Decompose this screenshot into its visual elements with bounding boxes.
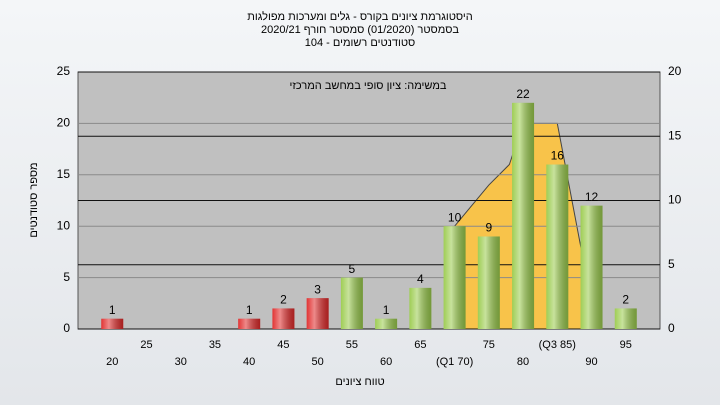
x-tick-label: 95 bbox=[620, 339, 632, 351]
bar-shine bbox=[477, 236, 500, 329]
y-tick-label: 10 bbox=[57, 218, 71, 232]
value-label: 1 bbox=[109, 303, 116, 317]
bar-shine bbox=[614, 308, 637, 329]
y-tick-label: 20 bbox=[57, 116, 71, 130]
value-label: 1 bbox=[383, 303, 390, 317]
y-tick-label: 0 bbox=[63, 321, 70, 335]
title-line: סטודנטים רשומים - 104 bbox=[305, 37, 416, 49]
y2-tick-label: 20 bbox=[668, 64, 682, 78]
x-tick-label: 65 bbox=[414, 339, 426, 351]
bar-shine bbox=[512, 102, 535, 329]
title-line: בסמסטר (01/2020) סמסטר חורף 2020/21 bbox=[261, 24, 459, 36]
x-axis-label: טווח ציונים bbox=[335, 376, 384, 388]
y2-tick-label: 0 bbox=[668, 321, 675, 335]
bar-shine bbox=[340, 277, 363, 329]
value-label: 5 bbox=[349, 262, 356, 276]
bar-shine bbox=[306, 298, 329, 329]
value-label: 4 bbox=[417, 272, 424, 286]
y2-tick-label: 10 bbox=[668, 193, 682, 207]
y2-tick-label: 15 bbox=[668, 128, 682, 142]
title-line: היסטוגרמת ציונים בקורס - גלים ומערכות מפ… bbox=[247, 10, 472, 23]
y-tick-label: 5 bbox=[63, 270, 70, 284]
x-tick-label: 40 bbox=[243, 356, 255, 368]
y-axis-label: מספר סטודנטים bbox=[28, 162, 40, 237]
x-tick-label: 45 bbox=[277, 339, 289, 351]
value-label: 16 bbox=[551, 149, 565, 163]
x-tick-label: 75 bbox=[483, 339, 495, 351]
bar-shine bbox=[546, 164, 569, 329]
x-tick-label: 25 bbox=[140, 339, 152, 351]
x-tick-label: 20 bbox=[106, 356, 118, 368]
x-tick-label: 50 bbox=[312, 356, 324, 368]
value-label: 12 bbox=[585, 190, 599, 204]
value-label: 3 bbox=[314, 282, 321, 296]
bar-shine bbox=[238, 318, 261, 329]
x-tick-label: 90 bbox=[585, 356, 597, 368]
x-tick-label: 60 bbox=[380, 356, 392, 368]
value-label: 22 bbox=[516, 87, 530, 101]
annotation: במשימה: ציון סופי במחשב המרכזי bbox=[290, 80, 447, 92]
y2-tick-label: 5 bbox=[668, 257, 675, 271]
x-tick-label: 80 bbox=[517, 356, 529, 368]
bar-shine bbox=[375, 318, 398, 329]
value-label: 2 bbox=[622, 293, 629, 307]
x-tick-label: 55 bbox=[346, 339, 358, 351]
x-tick-label: 30 bbox=[175, 356, 187, 368]
value-label: 2 bbox=[280, 293, 287, 307]
bar-shine bbox=[101, 318, 124, 329]
x-tick-label: (Q3 85) bbox=[539, 339, 576, 351]
bar-shine bbox=[409, 287, 432, 329]
bar-shine bbox=[272, 308, 295, 329]
bar-shine bbox=[580, 205, 603, 329]
y-tick-label: 15 bbox=[57, 167, 71, 181]
x-tick-label: 35 bbox=[209, 339, 221, 351]
y-tick-label: 25 bbox=[57, 64, 71, 78]
x-tick-label: (Q1 70) bbox=[436, 356, 473, 368]
value-label: 9 bbox=[485, 221, 492, 235]
value-label: 10 bbox=[448, 210, 462, 224]
value-label: 1 bbox=[246, 303, 253, 317]
bar-shine bbox=[443, 226, 466, 329]
